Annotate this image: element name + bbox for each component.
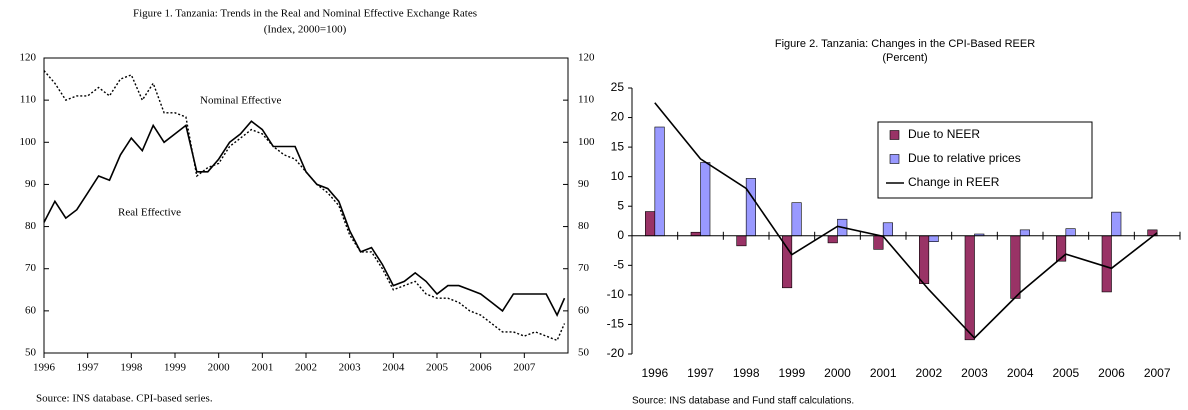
chart-subtitle: (Index, 2000=100) [264,24,347,36]
plot-frame [43,57,569,354]
bar [791,202,802,237]
bar [964,235,975,341]
x-tick-label: 2000 [208,362,231,374]
y-tick-label: 15 [611,139,625,153]
y-tick-label: 25 [611,80,625,94]
bar [827,235,838,244]
bar [690,231,701,237]
series-label: Nominal Effective [200,95,281,107]
bar [645,211,656,237]
x-tick-label: 1996 [33,362,56,374]
legend-swatch [889,154,900,164]
x-tick-label: 1996 [641,366,668,380]
bar [736,235,747,247]
bar [1019,229,1030,237]
y2-tick-label: 100 [578,136,595,148]
x-tick-label: 2000 [824,366,851,380]
y-tick-label: 50 [25,347,37,359]
figure-2: Figure 2. Tanzania: Changes in the CPI-B… [607,38,1181,407]
bar [919,235,930,284]
series-line [654,102,1158,340]
x-tick-label: 2007 [513,362,536,374]
y-tick-label: 90 [25,178,37,190]
legend-swatch [889,130,900,140]
x-tick-label: 2007 [1144,366,1171,380]
y-tick-label: 0 [617,228,624,242]
x-tick-label: 1997 [77,362,100,374]
x-tick-label: 2006 [470,362,493,374]
x-tick-label: 2002 [915,366,942,380]
x-tick-label: 1998 [120,362,143,374]
y-tick-label: -15 [607,317,625,331]
y-tick-label: -10 [607,287,625,301]
bar [745,178,756,237]
x-tick-label: 2006 [1098,366,1125,380]
x-tick-label: 2001 [870,366,897,380]
y2-tick-label: 80 [578,220,590,232]
y2-tick-label: 50 [578,347,590,359]
x-tick-label: 1999 [164,362,187,374]
y-tick-label: 110 [20,94,37,106]
y-tick-label: 10 [611,169,625,183]
bar [1010,235,1021,299]
bar [1101,235,1112,293]
y-tick-label: 5 [617,198,624,212]
chart-title: Figure 2. Tanzania: Changes in the CPI-B… [775,38,1035,50]
y-tick-label: 70 [25,262,37,274]
x-tick-label: 2005 [426,362,449,374]
bar [928,235,939,242]
y-tick-label: 100 [20,136,37,148]
legend-box [877,121,1093,199]
x-tick-label: 2003 [961,366,988,380]
bar [654,126,665,237]
legend-label: Due to NEER [908,127,980,141]
x-tick-label: 2004 [382,362,405,374]
x-tick-label: 2003 [339,362,362,374]
source-note: Source: INS database. CPI-based series. [36,393,213,405]
x-tick-label: 2001 [251,362,273,374]
y-tick-label: 60 [25,304,37,316]
bar [1065,228,1076,237]
y-tick-label: -5 [613,258,624,272]
chart-title: Figure 1. Tanzania: Trends in the Real a… [133,8,477,20]
figure-1: Figure 1. Tanzania: Trends in the Real a… [20,8,596,405]
x-tick-label: 2005 [1052,366,1079,380]
y2-tick-label: 90 [578,178,590,190]
x-tick-label: 2002 [295,362,317,374]
bar [873,235,884,250]
y2-tick-label: 60 [578,304,590,316]
source-note: Source: INS database and Fund staff calc… [632,396,854,407]
x-tick-label: 1998 [733,366,760,380]
chart-subtitle: (Percent) [882,52,927,64]
y-tick-label: 80 [25,220,37,232]
y-tick-label: 20 [611,110,625,124]
y2-tick-label: 120 [578,52,595,64]
bar [1111,211,1122,237]
series-label: Real Effective [118,207,181,219]
legend-label: Change in REER [908,175,1000,189]
bar [882,222,893,237]
y-tick-label: 120 [20,52,37,64]
series-line [43,70,566,342]
legend-label: Due to relative prices [908,151,1021,165]
x-tick-label: 1997 [687,366,714,380]
y2-tick-label: 70 [578,262,590,274]
y-tick-label: -20 [607,346,625,360]
x-tick-label: 1999 [778,366,805,380]
y2-tick-label: 110 [578,94,595,106]
x-tick-label: 2004 [1007,366,1034,380]
bar [700,162,711,237]
